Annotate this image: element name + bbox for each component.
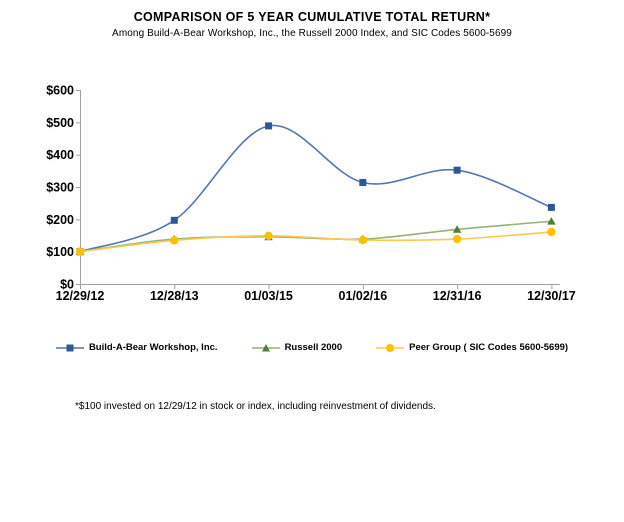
y-axis-tick-label: $200: [46, 213, 74, 227]
legend-label: Build-A-Bear Workshop, Inc.: [88, 342, 218, 353]
series-marker-circle-peer-group-sic-codes-5600-5699: [75, 247, 85, 256]
triangle-legend-marker-icon: [251, 343, 280, 351]
x-axis-tick-label: 12/29/12: [56, 289, 105, 303]
legend-item-russell-2000: Russell 2000: [251, 342, 343, 353]
series-marker-square-build-a-bear-workshop-inc: [547, 203, 555, 211]
square-legend-marker-icon: [55, 344, 84, 351]
circle-legend-marker-icon: [376, 343, 405, 352]
y-axis-tick-label: $400: [46, 148, 74, 162]
y-axis-tick-label: $500: [46, 116, 74, 130]
series-line-russell-2000: [79, 220, 552, 253]
legend-label: Russell 2000: [284, 342, 343, 353]
series-marker-square-build-a-bear-workshop-inc: [265, 122, 273, 130]
series-marker-square-build-a-bear-workshop-inc: [453, 166, 461, 174]
x-axis-tick-label: 01/03/15: [244, 289, 293, 303]
y-axis-tick-label: $100: [46, 245, 74, 259]
series-marker-circle-peer-group-sic-codes-5600-5699: [264, 231, 273, 241]
series-line-peer-group-sic-codes-5600-5699: [79, 231, 552, 253]
chart-subtitle: Among Build-A-Bear Workshop, Inc., the R…: [112, 28, 512, 39]
series-marker-square-build-a-bear-workshop-inc: [170, 216, 178, 224]
legend-label: Peer Group ( SIC Codes 5600-5699): [409, 342, 569, 353]
series-marker-circle-peer-group-sic-codes-5600-5699: [170, 236, 179, 245]
chart-legend: Build-A-Bear Workshop, Inc. Russell 2000 P…: [0, 342, 624, 353]
x-axis-tick-label: 12/31/16: [433, 289, 482, 303]
x-axis-tick-label: 12/28/13: [150, 289, 199, 303]
x-axis-tick-label: 01/02/16: [339, 289, 388, 303]
page-title: COMPARISON OF 5 YEAR CUMULATIVE TOTAL RE…: [133, 10, 491, 24]
series-marker-circle-peer-group-sic-codes-5600-5699: [452, 234, 462, 244]
legend-item-build-a-bear-workshop-inc: Build-A-Bear Workshop, Inc.: [55, 342, 218, 353]
series-marker-circle-peer-group-sic-codes-5600-5699: [547, 227, 556, 237]
legend-item-peer-group-sic-codes-5600-5699: Peer Group ( SIC Codes 5600-5699): [376, 342, 568, 353]
series-marker-triangle-russell-2000: [547, 217, 556, 225]
series-line-build-a-bear-workshop-inc: [79, 124, 552, 253]
chart-footnote: *$100 invested on 12/29/12 in stock or i…: [75, 401, 436, 412]
y-axis-tick-label: $0: [60, 278, 74, 292]
y-axis-tick-label: $600: [46, 84, 74, 98]
series-marker-circle-peer-group-sic-codes-5600-5699: [358, 235, 368, 245]
y-axis-tick-label: $300: [46, 181, 74, 195]
series-marker-square-build-a-bear-workshop-inc: [359, 178, 367, 186]
x-axis-tick-label: 12/30/17: [527, 289, 576, 303]
performance-line-chart: $0 $100 $200 $300 $400 $500 $600 12/29/12 12/28/…: [46, 84, 576, 304]
series-marker-triangle-russell-2000: [452, 225, 462, 233]
